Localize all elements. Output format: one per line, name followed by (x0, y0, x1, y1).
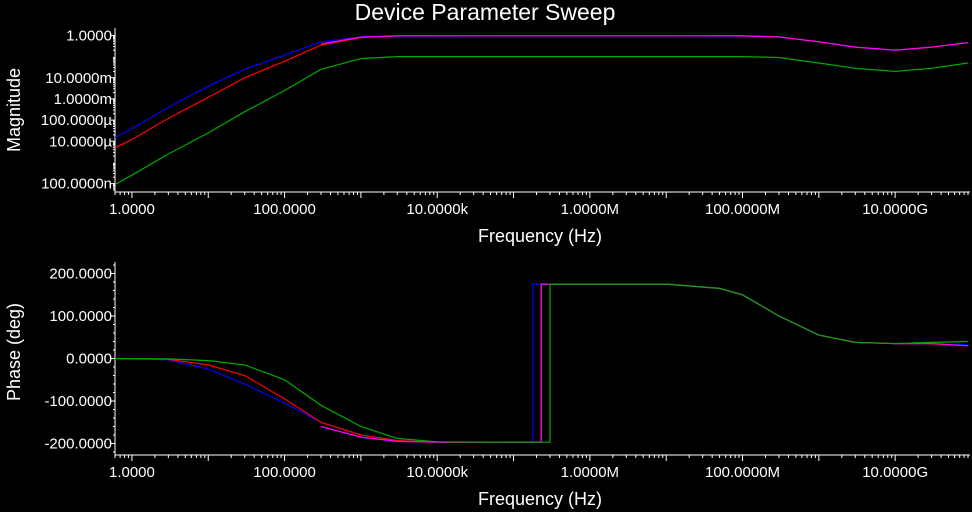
magnitude-x-tick-label: 1.0000M (561, 201, 619, 218)
phase-x-axis-label: Frequency (Hz) (478, 489, 602, 509)
phase-y-tick-label: 200.0000 (49, 266, 112, 283)
magnitude-x-tick-label: 10.0000k (406, 201, 468, 218)
phase-series-line-4 (114, 283, 969, 443)
magnitude-x-tick-label: 1.0000 (109, 201, 155, 218)
magnitude-y-axis-label: Magnitude (4, 68, 24, 152)
phase-y-tick-label: 0.0000 (66, 351, 112, 368)
magnitude-x-tick-label: 100.0000 (253, 201, 316, 218)
phase-y-tick-label: -200.0000 (44, 436, 112, 453)
chart-title: Device Parameter Sweep (355, 0, 616, 25)
magnitude-y-tick-label: 100.0000µ (41, 112, 113, 129)
phase-plot: 1.0000 100.0000 10.0000k 1.0000M 100.0000M 10… (4, 262, 970, 509)
magnitude-x-axis-label: Frequency (Hz) (478, 226, 602, 246)
magnitude-series-line-1 (114, 35, 969, 139)
phase-x-tick-label: 10.0000k (406, 464, 468, 481)
phase-series-line-3 (320, 283, 969, 443)
magnitude-plot: 1.0000 100.0000 10.0000k 1.0000M 100.0000M 10… (4, 27, 970, 246)
phase-x-tick-label: 1.0000M (561, 464, 619, 481)
magnitude-series-line-4 (114, 55, 969, 186)
phase-x-tick-label: 10.0000G (862, 464, 928, 481)
phase-y-tick-label: -100.0000 (44, 393, 112, 410)
phase-x-tick-label: 100.0000 (253, 464, 316, 481)
magnitude-y-tick-label: 1.0000 (66, 27, 112, 44)
magnitude-series-line-2 (114, 35, 969, 149)
magnitude-series-line-3 (320, 35, 969, 51)
magnitude-y-tick-label: 100.0000n (41, 176, 112, 193)
phase-y-tick-label: 100.0000 (49, 308, 112, 325)
phase-y-axis-label: Phase (deg) (4, 303, 24, 401)
phase-x-tick-label: 100.0000M (705, 464, 780, 481)
magnitude-y-tick-label: 10.0000m (45, 70, 112, 87)
phase-x-tick-label: 1.0000 (109, 464, 155, 481)
magnitude-x-tick-label: 100.0000M (705, 201, 780, 218)
magnitude-y-tick-label: 10.0000µ (49, 133, 112, 150)
magnitude-x-tick-label: 10.0000G (862, 201, 928, 218)
magnitude-y-tick-label: 1.0000m (54, 91, 112, 108)
